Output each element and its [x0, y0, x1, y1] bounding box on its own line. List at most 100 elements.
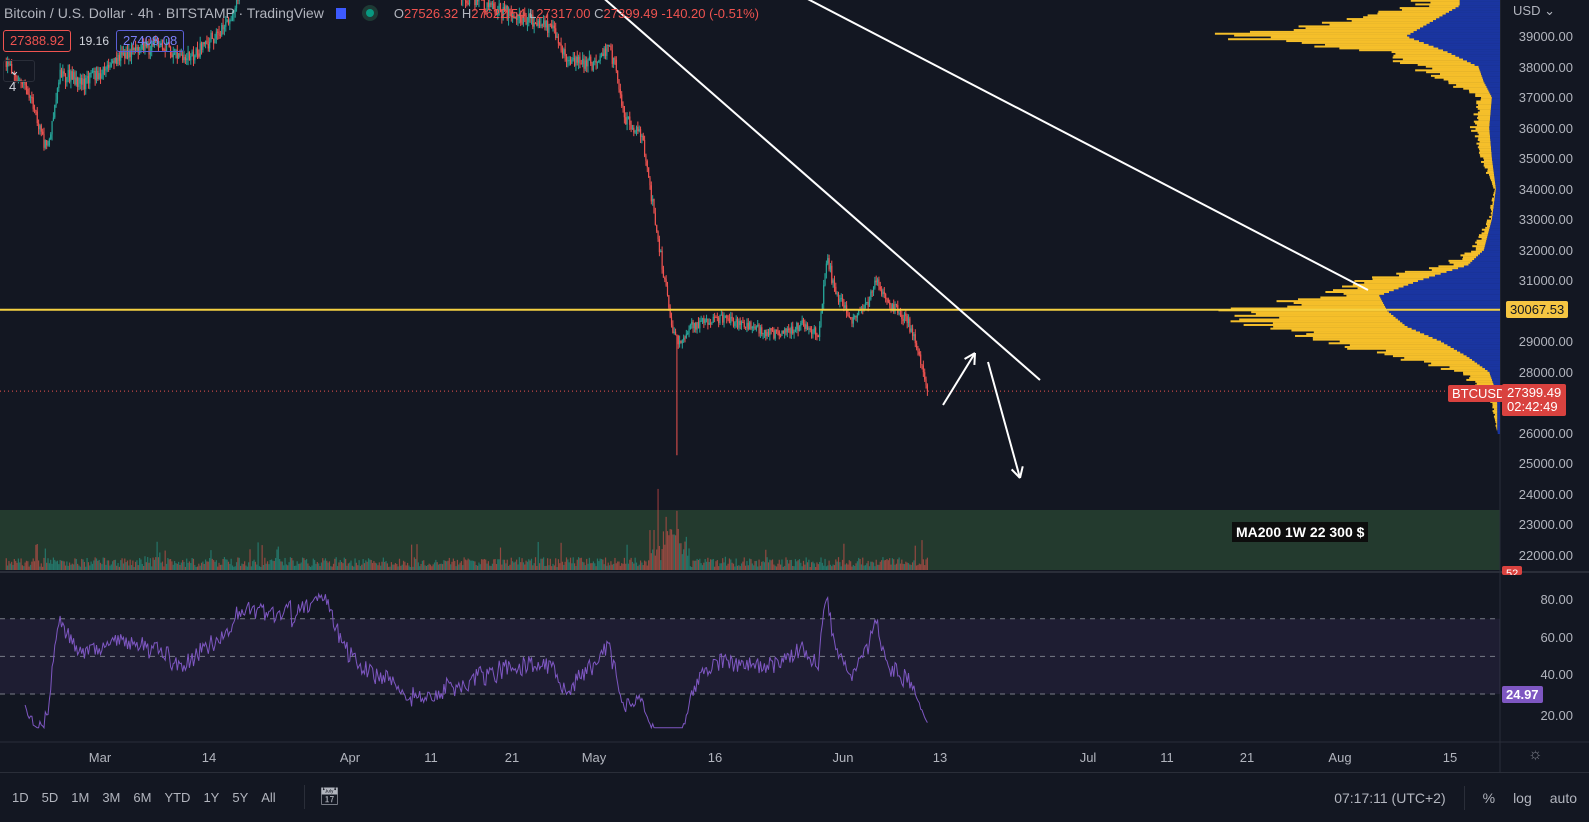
candle-body	[915, 334, 916, 343]
candle-body	[554, 26, 555, 29]
volume-bar	[771, 560, 772, 570]
candle-body	[614, 58, 615, 60]
volume-bar	[305, 560, 306, 570]
profile-row-up	[1344, 293, 1385, 295]
volume-bar	[7, 566, 8, 570]
candle-body	[729, 319, 730, 323]
volume-bar	[120, 560, 121, 570]
range-button-ytd[interactable]: YTD	[164, 790, 190, 805]
range-button-1y[interactable]: 1Y	[203, 790, 219, 805]
price-chart[interactable]	[0, 0, 1589, 772]
ma200-annotation[interactable]: MA200 1W 22 300 $	[1232, 522, 1368, 542]
profile-row-up	[1492, 210, 1493, 212]
profile-row-up	[1491, 179, 1495, 181]
profile-row-up	[1448, 80, 1483, 82]
profile-row-down	[1494, 172, 1500, 174]
range-button-1m[interactable]: 1M	[71, 790, 89, 805]
profile-row-down	[1494, 205, 1500, 207]
volume-bar	[175, 563, 176, 570]
time-axis-label: Mar	[89, 750, 111, 765]
volume-bar	[108, 560, 109, 570]
volume-bar	[519, 557, 520, 570]
volume-bar	[647, 566, 648, 570]
volume-bar	[521, 558, 522, 570]
candle-body	[880, 287, 881, 290]
currency-selector[interactable]: USD ⌄	[1513, 3, 1555, 19]
sell-price-button[interactable]: 27388.92	[3, 30, 71, 52]
profile-row-up	[1279, 317, 1396, 319]
profile-row-down	[1481, 73, 1500, 75]
percent-scale-toggle[interactable]: %	[1483, 790, 1495, 806]
candle-body	[202, 42, 203, 50]
profile-row-up	[1441, 368, 1485, 370]
candle-body	[828, 258, 829, 269]
goto-date-calendar-icon[interactable]: 📅︎	[319, 787, 341, 807]
market-open-icon	[362, 5, 378, 21]
symbol-title[interactable]: Bitcoin / U.S. Dollar · 4h · BITSTAMP · …	[4, 5, 324, 21]
volume-bar	[290, 557, 291, 570]
range-button-all[interactable]: All	[261, 790, 275, 805]
range-button-3m[interactable]: 3M	[102, 790, 120, 805]
volume-bar	[267, 561, 268, 570]
log-scale-toggle[interactable]: log	[1513, 790, 1532, 806]
candle-body	[54, 105, 55, 118]
profile-row-up	[1495, 188, 1496, 190]
volume-bar	[535, 557, 536, 570]
price-axis-label: 23000.00	[1519, 517, 1573, 532]
profile-row-up	[1482, 232, 1489, 234]
profile-row-down	[1382, 300, 1500, 302]
volume-bar	[835, 559, 836, 570]
volume-bar	[441, 564, 442, 570]
candle-body	[119, 55, 120, 61]
profile-row-down	[1492, 157, 1500, 159]
profile-row-down	[1480, 69, 1500, 71]
volume-bar	[159, 552, 160, 570]
candle-body	[678, 336, 679, 344]
range-button-5y[interactable]: 5Y	[232, 790, 248, 805]
volume-bar	[61, 561, 62, 570]
profile-row-up	[1330, 24, 1427, 26]
volume-bar	[72, 564, 73, 570]
volume-bar	[818, 564, 819, 570]
volume-bar	[691, 567, 692, 570]
profile-row-down	[1488, 234, 1500, 236]
profile-row-down	[1487, 236, 1500, 238]
volume-bar	[573, 557, 574, 570]
profile-row-up	[1386, 350, 1457, 352]
volume-bar	[745, 566, 746, 570]
candle-body	[212, 33, 213, 39]
buy-price-button[interactable]: 27408.08	[116, 30, 184, 52]
volume-bar	[628, 564, 629, 570]
volume-bar	[395, 563, 396, 570]
volume-bar	[680, 543, 681, 570]
volume-bar	[657, 489, 658, 570]
volume-bar	[140, 559, 141, 570]
volume-bar	[925, 559, 926, 570]
profile-row-down	[1491, 150, 1500, 152]
candle-body	[107, 65, 108, 70]
settings-sun-icon[interactable]: ☼	[1528, 746, 1543, 764]
candle-body	[80, 78, 81, 84]
flag-icon[interactable]	[336, 8, 346, 19]
range-button-1d[interactable]: 1D	[12, 790, 29, 805]
range-button-5d[interactable]: 5D	[42, 790, 59, 805]
ohlc-values: O27526.32 H27622.54 L27317.00 C27399.49 …	[394, 6, 759, 21]
volume-bar	[26, 561, 27, 570]
candle-body	[697, 322, 698, 329]
volume-bar	[534, 563, 535, 570]
volume-bar	[683, 549, 684, 570]
volume-bar	[787, 560, 788, 570]
volume-bar	[455, 566, 456, 570]
auto-scale-toggle[interactable]: auto	[1550, 790, 1577, 806]
volume-bar	[142, 564, 143, 570]
candle-body	[30, 97, 31, 98]
range-button-6m[interactable]: 6M	[133, 790, 151, 805]
volume-bar	[422, 561, 423, 570]
profile-row-up	[1426, 66, 1479, 68]
candle-body	[77, 77, 78, 86]
candle-body	[469, 0, 470, 4]
profile-row-down	[1492, 159, 1500, 161]
profile-row-up	[1354, 280, 1418, 282]
indicators-toggle[interactable]: ⌄ 4	[3, 60, 35, 82]
volume-bar	[301, 563, 302, 570]
